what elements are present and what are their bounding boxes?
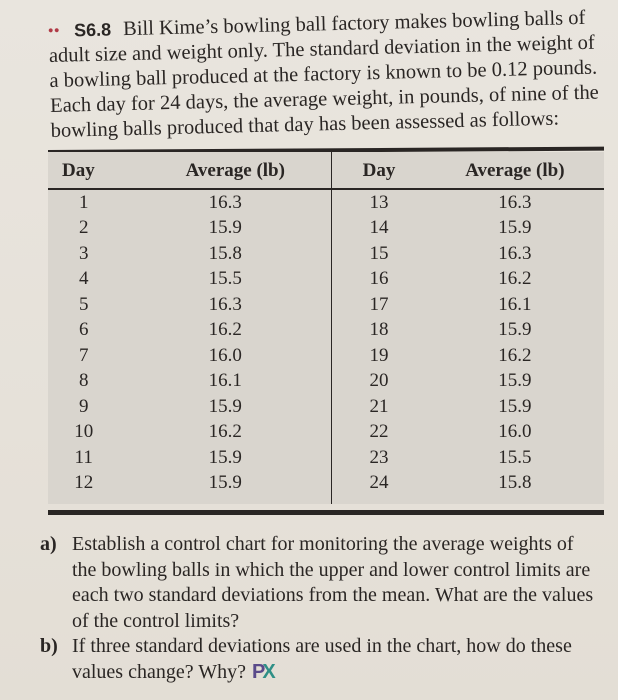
problem-text: Bill Kime’s bowling ball factory makes b… <box>48 6 600 142</box>
average-cell: 16.3 <box>498 191 532 213</box>
table-row: 3 15.8 15 16.3 <box>48 240 604 266</box>
average-cell: 16.0 <box>498 421 532 442</box>
day-cell: 15 <box>369 242 389 264</box>
problem-number: S6.8 <box>73 19 112 41</box>
average-cell: 16.1 <box>119 368 333 394</box>
table-row: 1 16.3 13 16.3 <box>48 188 604 215</box>
average-cell: 16.2 <box>119 317 333 343</box>
average-cell: 15.8 <box>498 472 532 493</box>
table-row: 7 16.0 19 16.2 <box>48 342 604 368</box>
day-cell: 22 <box>369 421 389 442</box>
average-cell: 15.5 <box>119 266 333 292</box>
average-cell: 16.1 <box>498 293 532 315</box>
px-icon: PX <box>252 660 276 683</box>
average-cell: 16.2 <box>498 268 532 289</box>
average-cell: 15.9 <box>498 319 532 340</box>
day-cell: 18 <box>369 319 389 340</box>
table-row: 5 16.3 17 16.1 <box>48 291 604 317</box>
average-cell: 16.2 <box>498 344 532 366</box>
day-cell: 9 <box>78 395 89 417</box>
average-cell: 15.9 <box>119 444 333 470</box>
average-cell: 15.5 <box>498 446 532 468</box>
table-row: 8 16.1 20 15.9 <box>48 368 604 394</box>
average-cell: 16.2 <box>119 419 333 445</box>
questions-list: a) Establish a control chart for monitor… <box>40 532 602 685</box>
problem-statement: •• S6.8 Bill Kime’s bowling ball factory m… <box>48 4 611 144</box>
day-cell: 5 <box>78 293 89 315</box>
average-cell: 15.9 <box>498 217 532 238</box>
header-average-1: Average (lb) <box>119 152 333 190</box>
day-cell: 14 <box>369 217 389 238</box>
average-cell: 16.3 <box>498 242 532 264</box>
table-row: 9 15.9 21 15.9 <box>48 393 604 419</box>
question-text: Establish a control chart for monitoring… <box>72 533 594 632</box>
day-cell: 1 <box>78 191 89 213</box>
average-cell: 15.9 <box>119 215 333 241</box>
table-row: 11 15.9 23 15.5 <box>48 444 604 470</box>
difficulty-dots-icon: •• <box>48 21 61 38</box>
table-header-row: Day Average (lb) Day Average (lb) <box>48 152 604 190</box>
day-cell: 23 <box>369 446 389 468</box>
question-a: a) Establish a control chart for monitor… <box>40 532 602 634</box>
question-label: b) <box>40 635 58 657</box>
header-average-2: Average (lb) <box>425 152 604 190</box>
day-cell: 16 <box>369 268 389 289</box>
table-row: 2 15.9 14 15.9 <box>48 215 604 241</box>
day-cell: 17 <box>369 293 389 315</box>
table-bottom-rule <box>48 510 604 515</box>
average-cell: 16.3 <box>119 188 333 215</box>
average-cell: 15.8 <box>119 240 333 266</box>
day-cell: 21 <box>369 395 389 417</box>
day-cell: 4 <box>78 268 89 289</box>
question-text: If three standard deviations are used in… <box>72 635 572 683</box>
daily-average-table: Day Average (lb) Day Average (lb) 1 16.3 1… <box>48 152 604 504</box>
day-cell: 3 <box>78 242 89 264</box>
day-cell: 10 <box>74 421 94 442</box>
table-row: 6 16.2 18 15.9 <box>48 317 604 343</box>
table-row: 12 15.9 24 15.8 <box>48 470 604 504</box>
average-cell: 15.9 <box>119 470 333 504</box>
day-cell: 11 <box>74 446 93 468</box>
average-cell: 16.0 <box>119 342 333 368</box>
day-cell: 19 <box>369 344 389 366</box>
day-cell: 20 <box>369 370 389 391</box>
header-day-2: Day <box>331 152 426 190</box>
header-day-1: Day <box>48 152 120 190</box>
day-cell: 2 <box>78 217 89 238</box>
day-cell: 8 <box>78 370 89 391</box>
average-cell: 16.3 <box>119 291 333 317</box>
average-cell: 15.9 <box>498 395 532 417</box>
day-cell: 13 <box>369 191 389 213</box>
table-row: 10 16.2 22 16.0 <box>48 419 604 445</box>
day-cell: 12 <box>74 472 94 493</box>
question-text-wrap: If three standard deviations are used in… <box>72 634 602 685</box>
day-cell: 7 <box>78 344 89 366</box>
question-b: b) If three standard deviations are used… <box>40 634 602 685</box>
table-row: 4 15.5 16 16.2 <box>48 266 604 292</box>
average-cell: 15.9 <box>498 370 532 391</box>
day-cell: 24 <box>369 472 389 493</box>
question-label: a) <box>40 533 57 555</box>
data-table-container: Day Average (lb) Day Average (lb) 1 16.3 1… <box>48 152 604 504</box>
average-cell: 15.9 <box>119 393 333 419</box>
day-cell: 6 <box>78 319 89 340</box>
